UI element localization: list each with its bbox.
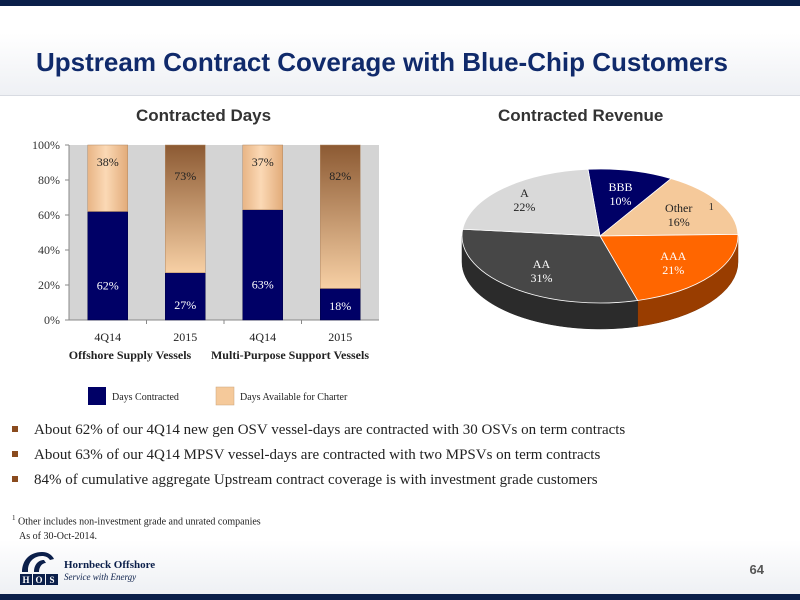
logo-letter-box	[33, 574, 45, 585]
bar-days-available	[242, 144, 283, 210]
bar-days-contracted	[320, 288, 361, 321]
contracted-days-chart: 0% 20% 40% 60% 80% 100% 4Q14 2015 4Q14 2015 62% 38…	[32, 138, 379, 406]
bar-days-available	[165, 144, 206, 273]
horse-icon-mane	[34, 560, 46, 572]
group-label-mpsv: Multi-Purpose Support Vessels	[211, 348, 369, 362]
bar-days-available	[87, 144, 128, 212]
legend-label-days-contracted: Days Contracted	[112, 392, 179, 403]
footnote-line: 1 Other includes non-investment grade an…	[12, 511, 261, 529]
bullet-text: About 63% of our 4Q14 MPSV vessel-days a…	[34, 447, 601, 463]
pie-footnote-marker: 1	[709, 202, 714, 213]
legend-swatch-days-available	[215, 386, 235, 406]
header-band	[0, 6, 800, 96]
y-tick-label: 100%	[32, 138, 60, 152]
pie-slice-a	[462, 168, 601, 237]
bottom-accent-bar	[0, 594, 800, 600]
x-tick-label: 4Q14	[94, 330, 121, 344]
bar-label-days-contracted: 63%	[252, 278, 274, 292]
legend-label-days-available: Days Available for Charter	[240, 392, 348, 403]
bullet-text: 84% of cumulative aggregate Upstream con…	[34, 472, 598, 488]
bar-chart-title: Contracted Days	[136, 106, 272, 125]
page-number: 64	[749, 562, 764, 577]
y-tick-label: 80%	[38, 173, 60, 187]
pie-label-value: 10%	[609, 194, 631, 208]
top-accent-bar	[0, 0, 800, 6]
pie-slice-bbb	[587, 168, 672, 237]
bullet-marker	[12, 426, 18, 432]
bar-label-days-available: 82%	[329, 169, 351, 183]
footnote-marker: 1	[12, 514, 16, 522]
bar-label-days-available: 37%	[252, 155, 274, 169]
y-tick-label: 0%	[44, 313, 60, 327]
logo-letter-box	[46, 574, 58, 585]
logo-letter: H	[22, 575, 29, 585]
pie-label-name: AA	[533, 257, 551, 271]
bullet-marker	[12, 451, 18, 457]
y-tick-label: 20%	[38, 278, 60, 292]
footnote-text: Other includes non-investment grade and …	[18, 516, 261, 528]
as-of-date: As of 30-Oct-2014.	[19, 531, 98, 543]
pie-label-value: 21%	[662, 263, 684, 277]
bullet-item: About 62% of our 4Q14 new gen OSV vessel…	[12, 420, 792, 445]
footer-band	[0, 540, 800, 594]
group-label-osv: Offshore Supply Vessels	[69, 348, 192, 362]
logo-tagline: Service with Energy	[64, 572, 136, 582]
footnote: 1 Other includes non-investment grade an…	[12, 511, 261, 544]
bar-label-days-available: 73%	[174, 169, 196, 183]
horse-icon	[22, 552, 54, 572]
logo-letter: O	[35, 575, 42, 585]
pie-chart-title: Contracted Revenue	[498, 106, 664, 125]
pie-label-value: 31%	[530, 271, 552, 285]
bullet-marker	[12, 476, 18, 482]
x-tick-label: 4Q14	[249, 330, 276, 344]
pie-label-name: AAA	[660, 249, 686, 263]
pie-label-name: Other	[665, 201, 692, 215]
pie-slice-aa	[461, 228, 639, 304]
bar-days-contracted	[242, 209, 283, 321]
logo-letter: S	[49, 575, 54, 585]
y-tick-label: 40%	[38, 243, 60, 257]
legend-swatch-days-contracted	[88, 387, 106, 405]
bullet-list: About 62% of our 4Q14 new gen OSV vessel…	[12, 420, 792, 495]
company-logo: H O S Hornbeck Offshore Service with Ene…	[20, 552, 155, 585]
pie-label-name: BBB	[608, 180, 632, 194]
bar-days-available	[320, 144, 361, 289]
pie-label-value: 16%	[668, 215, 690, 229]
pie-label-name: A	[520, 186, 529, 200]
x-tick-label: 2015	[173, 330, 197, 344]
bullet-item: 84% of cumulative aggregate Upstream con…	[12, 470, 792, 495]
bar-label-days-contracted: 18%	[329, 299, 351, 313]
pie-slice-other	[598, 178, 739, 237]
bar-days-contracted	[87, 211, 128, 321]
pie-label-value: 22%	[513, 200, 535, 214]
bullet-item: About 63% of our 4Q14 MPSV vessel-days a…	[12, 445, 792, 470]
header-divider	[0, 95, 800, 96]
bullet-text: About 62% of our 4Q14 new gen OSV vessel…	[34, 422, 626, 438]
slide-title: Upstream Contract Coverage with Blue-Chi…	[36, 47, 729, 77]
pie-slice-aaa	[599, 233, 739, 301]
bar-label-days-available: 38%	[97, 155, 119, 169]
bar-label-days-contracted: 27%	[174, 298, 196, 312]
logo-company-name: Hornbeck Offshore	[64, 559, 155, 571]
bar-label-days-contracted: 62%	[97, 278, 119, 292]
logo-letter-box	[20, 574, 32, 585]
x-tick-label: 2015	[328, 330, 352, 344]
bar-days-contracted	[165, 272, 206, 321]
y-tick-label: 60%	[38, 208, 60, 222]
